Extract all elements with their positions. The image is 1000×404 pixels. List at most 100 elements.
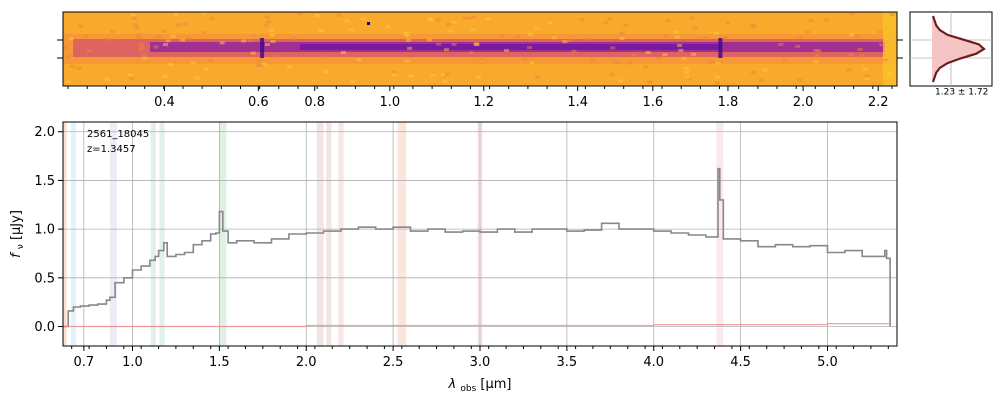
noise-pixel	[619, 37, 625, 40]
x-tick-label: 1.5	[209, 355, 230, 370]
noise-pixel	[643, 65, 649, 69]
noise-pixel	[264, 15, 270, 19]
noise-pixel	[201, 12, 207, 16]
noise-pixel	[708, 60, 714, 64]
emission-column	[718, 38, 723, 58]
emission-line-band	[109, 122, 117, 346]
noise-pixel	[70, 64, 75, 68]
noise-pixel	[180, 38, 186, 42]
x-tick-label: 5.0	[817, 355, 838, 370]
noise-pixel	[535, 76, 541, 79]
noise-pixel	[857, 48, 863, 51]
noise-pixel	[268, 28, 274, 32]
noise-pixel	[163, 43, 168, 47]
noise-pixel	[805, 30, 811, 34]
noise-pixel	[879, 43, 885, 47]
x-axis-label-unit: [μm]	[480, 377, 511, 392]
emission-line-band	[150, 122, 156, 346]
noise-pixel	[722, 35, 728, 39]
spectrum-1d-grid	[63, 122, 897, 346]
noise-pixel	[529, 61, 535, 65]
noise-pixel	[474, 41, 479, 45]
noise-pixel	[142, 56, 148, 60]
x-axis-label-main: λ	[448, 377, 457, 392]
noise-pixel	[522, 57, 528, 61]
x-tick-label: 4.5	[730, 355, 751, 370]
noise-pixel	[162, 74, 168, 78]
noise-pixel	[499, 34, 505, 37]
emission-line-band	[397, 122, 407, 346]
noise-pixel	[286, 65, 292, 69]
y-axis-label-main: f	[9, 251, 24, 258]
noise-pixel	[882, 56, 888, 60]
noise-pixel	[265, 43, 270, 46]
noise-pixel	[618, 79, 624, 83]
noise-pixel	[474, 43, 480, 46]
noise-pixel	[798, 36, 804, 40]
x-axis-label-sub: obs	[460, 384, 476, 394]
noise-pixel	[782, 57, 788, 61]
spectrum-2d-emission-columns	[260, 38, 723, 58]
noise-pixel	[627, 61, 633, 65]
noise-pixel	[83, 34, 88, 38]
noise-pixel	[778, 42, 784, 46]
spec2d-tick-label: 0.8	[304, 95, 325, 110]
noise-pixel	[269, 33, 275, 37]
spec2d-tick-label: 1.4	[567, 95, 588, 110]
noise-pixel	[168, 63, 174, 66]
noise-pixel	[814, 53, 820, 57]
noise-pixel	[476, 75, 481, 79]
noise-pixel	[403, 31, 409, 35]
noise-pixel	[579, 18, 585, 21]
noise-pixel	[645, 51, 651, 55]
noise-pixel	[889, 13, 895, 16]
noise-pixel	[435, 18, 441, 22]
noise-pixel	[139, 46, 145, 50]
noise-pixel	[137, 36, 142, 40]
noise-pixel	[813, 60, 819, 64]
noise-pixel	[138, 43, 144, 47]
noise-pixel	[298, 12, 303, 15]
noise-pixel	[859, 54, 865, 58]
noise-pixel	[862, 67, 868, 71]
noise-pixel	[252, 33, 258, 37]
noise-pixel	[472, 15, 477, 19]
noise-pixel	[714, 76, 720, 79]
noise-pixel	[153, 45, 159, 49]
noise-pixel	[527, 32, 533, 36]
noise-pixel	[673, 30, 679, 34]
noise-pixel	[219, 41, 225, 45]
noise-pixel	[105, 37, 111, 41]
noise-pixel	[78, 24, 83, 28]
noise-pixel	[470, 28, 476, 32]
noise-pixel	[715, 81, 720, 85]
x-tick-label: 1.0	[122, 355, 143, 370]
y-tick-label: 1.5	[34, 174, 55, 189]
noise-pixel	[684, 70, 690, 74]
noise-pixel	[444, 48, 449, 52]
spectrum-2d-x-axis: 0.4 0.6 0.8 1.0 1.2 1.4 1.6 1.8 2.0 2.2	[67, 86, 893, 110]
spectrum-2d-noise	[63, 12, 895, 85]
noise-pixel	[261, 62, 267, 66]
noise-pixel	[190, 61, 196, 65]
noise-pixel	[716, 61, 721, 65]
noise-pixel	[209, 16, 215, 20]
noise-pixel	[323, 70, 329, 73]
noise-pixel	[631, 53, 637, 57]
spectrum-2d-panel: 0.4 0.6 0.8 1.0 1.2 1.4 1.6 1.8 2.0 2.2	[57, 11, 903, 110]
noise-pixel	[250, 51, 256, 55]
noise-pixel	[469, 51, 475, 55]
noise-pixel	[318, 29, 324, 32]
noise-pixel	[134, 26, 140, 30]
noise-pixel	[76, 67, 82, 70]
noise-pixel	[110, 30, 115, 33]
x-tick-label: 3.5	[557, 355, 578, 370]
noise-pixel	[568, 38, 574, 42]
noise-pixel	[462, 16, 468, 20]
noise-pixel	[516, 35, 521, 39]
noise-pixel	[319, 55, 325, 59]
noise-pixel	[442, 79, 448, 83]
emission-line-band	[716, 122, 724, 346]
noise-pixel	[619, 31, 625, 35]
noise-pixel	[607, 17, 613, 21]
